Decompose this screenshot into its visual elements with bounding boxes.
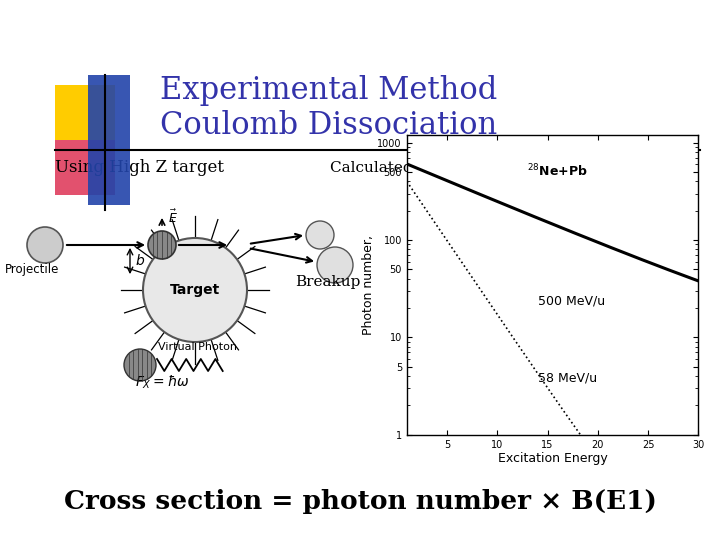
Circle shape xyxy=(306,221,334,249)
Text: Experimental Method: Experimental Method xyxy=(160,75,498,105)
Y-axis label: Photon number,: Photon number, xyxy=(361,235,374,335)
Text: Virtual Photon: Virtual Photon xyxy=(158,342,237,352)
Text: Coulomb Dissociation: Coulomb Dissociation xyxy=(160,110,498,140)
Text: $^{28}$Ne+Pb: $^{28}$Ne+Pb xyxy=(528,163,588,179)
Text: Cross section = photon number × B(E1): Cross section = photon number × B(E1) xyxy=(63,489,657,515)
Bar xyxy=(88,75,130,205)
Circle shape xyxy=(148,231,176,259)
Circle shape xyxy=(143,238,247,342)
Text: Projectile: Projectile xyxy=(5,264,59,276)
Circle shape xyxy=(124,349,156,381)
Text: Target: Target xyxy=(170,283,220,297)
Text: 58 MeV/u: 58 MeV/u xyxy=(538,372,597,384)
Text: 500 MeV/u: 500 MeV/u xyxy=(538,294,605,307)
Text: Breakup: Breakup xyxy=(295,275,361,289)
Text: $F_X = \hbar\omega$: $F_X = \hbar\omega$ xyxy=(135,373,189,391)
Text: Using High Z target: Using High Z target xyxy=(55,159,224,177)
Circle shape xyxy=(317,247,353,283)
Circle shape xyxy=(27,227,63,263)
Text: b: b xyxy=(135,254,144,268)
X-axis label: Excitation Energy: Excitation Energy xyxy=(498,453,608,465)
Bar xyxy=(55,140,115,195)
Bar xyxy=(55,85,115,140)
Text: Calculated by equivalent photon method: Calculated by equivalent photon method xyxy=(330,161,644,175)
Text: $\vec{E}$: $\vec{E}$ xyxy=(168,208,178,226)
